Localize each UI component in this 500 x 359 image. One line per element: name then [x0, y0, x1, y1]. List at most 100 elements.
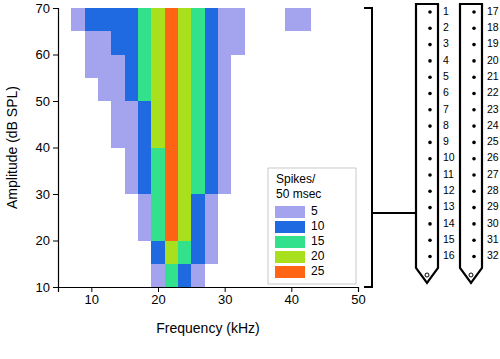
electrode-shank: 12345678910111213141516: [416, 4, 455, 283]
heatmap-cell: [205, 124, 218, 147]
recording-site: [428, 10, 432, 14]
tick-mark: [53, 148, 58, 149]
heatmap-cell: [191, 194, 204, 217]
heatmap-cell: [191, 31, 204, 54]
heatmap-cell: [151, 171, 164, 194]
x-axis-title: Frequency (kHz): [156, 320, 259, 336]
heatmap-cell: [191, 124, 204, 147]
legend-title: Spikes/: [276, 172, 316, 186]
tick-label: 20: [36, 233, 50, 248]
heatmap-cell: [191, 148, 204, 171]
recording-site: [428, 190, 432, 194]
legend-swatch: [275, 236, 305, 248]
legend-swatch: [275, 251, 305, 263]
heatmap-cell: [111, 8, 124, 31]
recording-site: [472, 59, 476, 63]
heatmap-cell: [151, 31, 164, 54]
heatmap-cell: [98, 55, 111, 78]
channel-label: 14: [443, 217, 455, 229]
heatmap-cell: [178, 148, 191, 171]
channel-label: 10: [443, 151, 455, 163]
heatmap-cell: [285, 8, 298, 31]
recording-site: [428, 59, 432, 63]
heatmap-cell: [298, 8, 311, 31]
legend: Spikes/50 msec510152025: [268, 168, 356, 284]
heatmap-cell: [191, 217, 204, 240]
heatmap-cell: [191, 8, 204, 31]
heatmap-cell: [151, 217, 164, 240]
recording-site: [472, 10, 476, 14]
recording-site: [428, 92, 432, 96]
heatmap-cell: [138, 78, 151, 101]
recording-site: [428, 27, 432, 31]
legend-label: 5: [311, 204, 318, 218]
tick: 10: [36, 280, 58, 295]
y-axis: 10203040506070: [36, 1, 59, 295]
heatmap-cell: [138, 124, 151, 147]
heatmap-cell: [138, 194, 151, 217]
heatmap-cell: [138, 8, 151, 31]
tick-label: 10: [85, 292, 99, 307]
heatmap-cell: [191, 78, 204, 101]
tick-label: 60: [36, 47, 50, 62]
tick: 30: [218, 287, 232, 307]
heatmap-cell: [165, 78, 178, 101]
heatmap-cell: [165, 264, 178, 287]
heatmap-cell: [151, 8, 164, 31]
heatmap-cell: [71, 8, 84, 31]
heatmap-cell: [165, 8, 178, 31]
tick-label: 30: [218, 292, 232, 307]
tick: 20: [36, 233, 58, 248]
heatmap-cell: [98, 31, 111, 54]
heatmap-cell: [231, 8, 244, 31]
heatmap-cells: [71, 8, 311, 287]
channel-label: 17: [487, 5, 499, 17]
heatmap-cell: [138, 171, 151, 194]
heatmap-cell: [191, 171, 204, 194]
channel-label: 2: [443, 21, 449, 33]
recording-site: [472, 157, 476, 161]
shank-outline: [416, 4, 438, 283]
bracket-line: [364, 8, 372, 287]
channel-label: 9: [443, 135, 449, 147]
heatmap-cell: [178, 8, 191, 31]
heatmap-cell: [125, 124, 138, 147]
tick-label: 50: [36, 94, 50, 109]
heatmap-cell: [205, 31, 218, 54]
recording-site: [428, 173, 432, 177]
shank-tip: [425, 273, 429, 277]
electrode-shank: 17181920212223242526272829303132: [460, 4, 499, 283]
channel-label: 26: [487, 151, 499, 163]
heatmap-cell: [111, 101, 124, 124]
heatmap-cell: [191, 55, 204, 78]
y-axis-title: Amplitude (dB SPL): [4, 86, 20, 209]
tick-label: 20: [151, 292, 165, 307]
channel-label: 8: [443, 119, 449, 131]
heatmap-cell: [178, 264, 191, 287]
recording-site: [428, 75, 432, 79]
heatmap-cell: [178, 194, 191, 217]
channel-label: 29: [487, 200, 499, 212]
axis-line: [53, 9, 59, 288]
heatmap-cell: [111, 78, 124, 101]
recording-site: [428, 206, 432, 210]
heatmap-cell: [218, 101, 231, 124]
heatmap-cell: [205, 194, 218, 217]
tick-mark: [53, 287, 58, 288]
recording-site: [428, 43, 432, 47]
tick: 40: [36, 140, 58, 155]
heatmap-cell: [138, 217, 151, 240]
tick: 60: [36, 47, 58, 62]
channel-label: 22: [487, 86, 499, 98]
heatmap-cell: [178, 78, 191, 101]
heatmap-cell: [98, 8, 111, 31]
tick: 20: [151, 287, 165, 307]
tick-mark: [53, 101, 58, 102]
tick: 40: [285, 287, 299, 307]
heatmap-cell: [178, 31, 191, 54]
tick: 70: [36, 1, 58, 16]
legend-title: 50 msec: [276, 187, 321, 201]
heatmap-cell: [205, 241, 218, 264]
heatmap-cell: [85, 31, 98, 54]
channel-label: 20: [487, 54, 499, 66]
